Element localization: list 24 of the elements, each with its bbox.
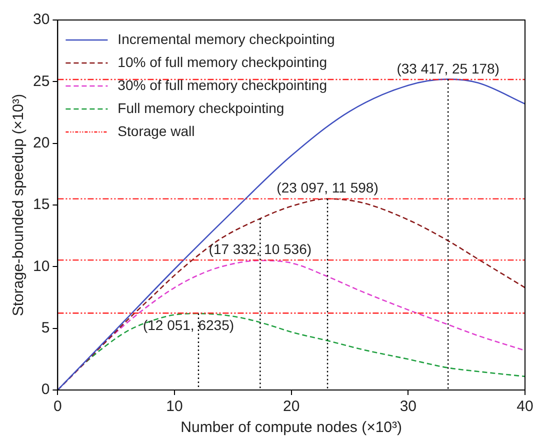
legend-label: 10% of full memory checkpointing	[118, 54, 328, 70]
annotation: (12 051, 6235)	[142, 316, 234, 333]
legend-label: Storage wall	[118, 122, 195, 139]
y-tick-label: 15	[32, 196, 50, 214]
annotation: (23 097, 11 598)	[276, 180, 378, 196]
y-axis-title: Storage-bounded speedup (×10³)	[10, 94, 28, 316]
x-tick-label: 30	[400, 398, 417, 416]
x-tick-label: 10	[166, 398, 183, 416]
y-tick-label: 0	[41, 381, 50, 398]
y-tick-label: 5	[41, 319, 50, 336]
y-tick-label: 30	[32, 11, 50, 28]
y-tick-label: 25	[32, 72, 50, 90]
x-tick-label: 20	[283, 398, 300, 416]
annotation: (17 332, 10 536)	[208, 240, 312, 257]
legend-label: 30% of full memory checkpointing	[118, 76, 328, 93]
x-tick-label: 0	[54, 398, 62, 416]
y-tick-label: 10	[32, 258, 50, 275]
x-tick-label: 40	[516, 398, 534, 416]
line-series	[58, 78, 525, 390]
legend-label: Incremental memory checkpointing	[118, 30, 335, 47]
x-axis-title: Number of compute nodes (×10³)	[180, 419, 402, 436]
annotation: (33 417, 25 178)	[396, 60, 500, 76]
y-tick-label: 20	[32, 134, 50, 152]
legend-label: Full memory checkpointing	[118, 100, 284, 116]
